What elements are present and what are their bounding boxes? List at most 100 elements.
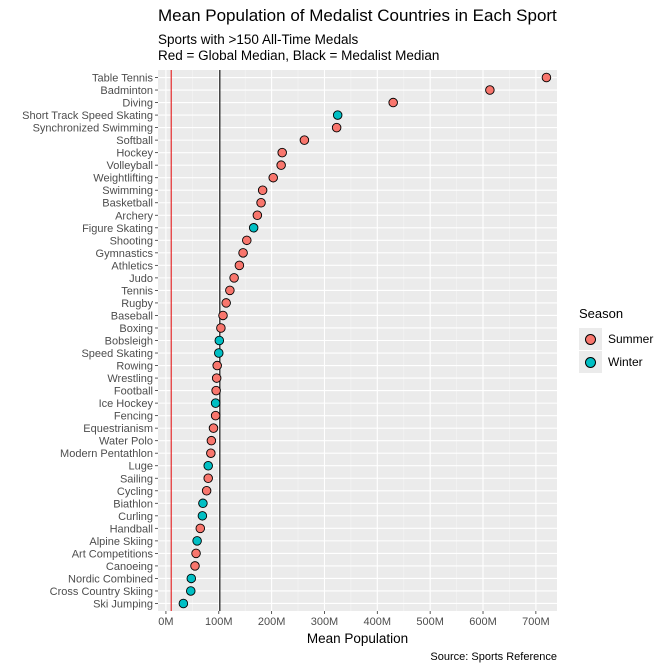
subtitle-line-1: Sports with >150 All-Time Medals bbox=[158, 32, 359, 47]
y-tick-label: Rowing bbox=[116, 361, 153, 373]
data-point-synchronized-swimming bbox=[331, 122, 342, 133]
y-tick-label: Weightlifting bbox=[93, 173, 153, 185]
data-point-art-competitions bbox=[191, 548, 201, 559]
y-tick-label: Baseball bbox=[111, 310, 153, 322]
data-point-shooting bbox=[242, 235, 252, 246]
data-point-tennis bbox=[225, 285, 235, 296]
data-point-short-track-speed-skating bbox=[332, 110, 343, 120]
data-point-badminton bbox=[485, 85, 495, 95]
y-tick-label: Ski Jumping bbox=[93, 598, 153, 610]
y-tick-label: Curling bbox=[118, 511, 153, 523]
x-tick-label: 400M bbox=[364, 616, 392, 628]
data-point-fencing bbox=[210, 410, 221, 421]
y-tick-label: Fencing bbox=[114, 411, 153, 423]
y-tick-label: Archery bbox=[115, 210, 153, 222]
x-tick-label: 500M bbox=[416, 616, 444, 628]
y-tick-label: Art Competitions bbox=[72, 548, 154, 560]
y-tick-label: Alpine Skiing bbox=[89, 536, 153, 548]
data-point-baseball bbox=[218, 310, 228, 321]
y-tick-label: Ice Hockey bbox=[99, 398, 154, 410]
data-point-swimming bbox=[257, 185, 268, 195]
data-point-water-polo bbox=[206, 435, 217, 446]
subtitle-line-2: Red = Global Median, Black = Medalist Me… bbox=[158, 48, 440, 63]
data-point-table-tennis bbox=[541, 72, 552, 83]
y-tick-label: Water Polo bbox=[99, 436, 153, 448]
y-tick-label: Bobsleigh bbox=[105, 336, 153, 348]
legend-item-winter: Winter bbox=[579, 350, 653, 373]
y-tick-label: Table Tennis bbox=[92, 73, 153, 85]
data-point-alpine-skiing bbox=[192, 536, 202, 546]
y-tick-label: Sailing bbox=[120, 473, 153, 485]
y-tick-label: Biathlon bbox=[113, 498, 153, 510]
data-point-speed-skating bbox=[214, 348, 224, 358]
data-point-biathlon bbox=[198, 498, 208, 509]
y-tick-label: Volleyball bbox=[107, 160, 153, 172]
y-tick-label: Cycling bbox=[117, 486, 153, 498]
y-tick-label: Handball bbox=[110, 523, 153, 535]
x-axis-title: Mean Population bbox=[307, 631, 408, 646]
data-point-cycling bbox=[201, 486, 212, 496]
legend-key-winter bbox=[579, 350, 602, 373]
data-point-ski-jumping bbox=[178, 598, 189, 609]
data-point-rugby bbox=[221, 298, 231, 308]
data-point-hockey bbox=[277, 147, 287, 158]
y-tick-label: Hockey bbox=[116, 148, 153, 160]
x-tick-label: 0M bbox=[158, 616, 173, 628]
y-tick-label: Short Track Speed Skating bbox=[22, 110, 153, 122]
chart-subtitle: Sports with >150 All-Time Medals Red = G… bbox=[158, 32, 439, 64]
y-tick-label: Canoeing bbox=[106, 561, 153, 573]
data-point-gymnastics bbox=[238, 248, 248, 258]
data-point-football bbox=[211, 385, 221, 396]
y-tick-label: Wrestling bbox=[107, 373, 153, 385]
chart-title: Mean Population of Medalist Countries in… bbox=[158, 6, 557, 25]
data-point-sailing bbox=[203, 473, 213, 484]
y-tick-label: Badminton bbox=[100, 85, 153, 97]
data-point-ice-hockey bbox=[210, 398, 221, 408]
y-tick-label: Diving bbox=[122, 98, 153, 110]
data-point-softball bbox=[299, 135, 310, 145]
data-point-rowing bbox=[212, 360, 222, 371]
legend-title: Season bbox=[579, 306, 624, 321]
y-tick-label: Modern Pentathlon bbox=[60, 448, 153, 460]
y-tick-label: Synchronized Swimming bbox=[33, 123, 153, 135]
y-tick-label: Rugby bbox=[121, 298, 153, 310]
data-point-boxing bbox=[216, 323, 226, 333]
legend-label-winter: Winter bbox=[608, 354, 643, 369]
y-tick-label: Swimming bbox=[102, 185, 153, 197]
data-point-athletics bbox=[234, 260, 245, 271]
y-tick-label: Nordic Combined bbox=[68, 573, 153, 585]
legend-item-summer: Summer bbox=[579, 327, 653, 350]
y-tick-label: Tennis bbox=[121, 285, 153, 297]
data-point-basketball bbox=[256, 197, 266, 208]
y-tick-label: Figure Skating bbox=[82, 223, 153, 235]
data-point-luge bbox=[203, 460, 213, 471]
data-point-cross-country-skiing bbox=[186, 586, 196, 596]
y-tick-label: Judo bbox=[129, 273, 153, 285]
data-point-canoeing bbox=[190, 561, 200, 571]
data-point-handball bbox=[195, 523, 206, 534]
y-tick-label: Speed Skating bbox=[81, 348, 153, 360]
data-point-figure-skating bbox=[248, 223, 259, 233]
x-tick-label: 300M bbox=[311, 616, 339, 628]
x-tick-label: 100M bbox=[205, 616, 233, 628]
data-point-curling bbox=[197, 511, 208, 521]
x-tick-label: 700M bbox=[522, 616, 550, 628]
legend-label-summer: Summer bbox=[608, 331, 654, 346]
x-tick-label: 600M bbox=[469, 616, 497, 628]
x-tick-label: 200M bbox=[258, 616, 286, 628]
y-tick-label: Cross Country Skiing bbox=[50, 586, 153, 598]
data-point-archery bbox=[252, 210, 263, 221]
y-tick-label: Basketball bbox=[102, 198, 153, 210]
y-tick-label: Boxing bbox=[119, 323, 153, 335]
y-tick-label: Athletics bbox=[111, 260, 153, 272]
data-point-judo bbox=[229, 273, 239, 283]
y-tick-label: Softball bbox=[116, 135, 153, 147]
y-tick-label: Football bbox=[114, 386, 153, 398]
data-point-volleyball bbox=[276, 160, 286, 170]
data-point-diving bbox=[388, 97, 398, 108]
data-point-bobsleigh bbox=[214, 335, 225, 346]
data-point-equestrianism bbox=[208, 423, 219, 433]
legend-key-summer bbox=[579, 327, 602, 350]
y-tick-label: Equestrianism bbox=[83, 423, 153, 435]
